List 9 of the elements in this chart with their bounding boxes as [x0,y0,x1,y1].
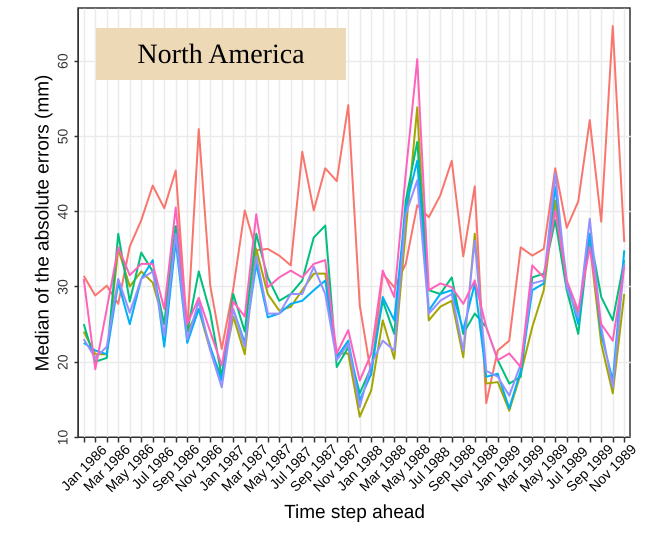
x-axis-title: Time step ahead [284,502,425,524]
text: North America [137,39,306,70]
y-axis-title: Median of the absolute errors (mm) [32,74,54,372]
y-tick-label: 30 [54,278,70,295]
y-tick-label: 10 [54,430,70,446]
y-tick-label: 20 [54,354,70,370]
y-tick-label: 50 [54,128,70,144]
y-tick-label: 60 [54,53,70,69]
y-tick-label: 40 [54,204,70,220]
